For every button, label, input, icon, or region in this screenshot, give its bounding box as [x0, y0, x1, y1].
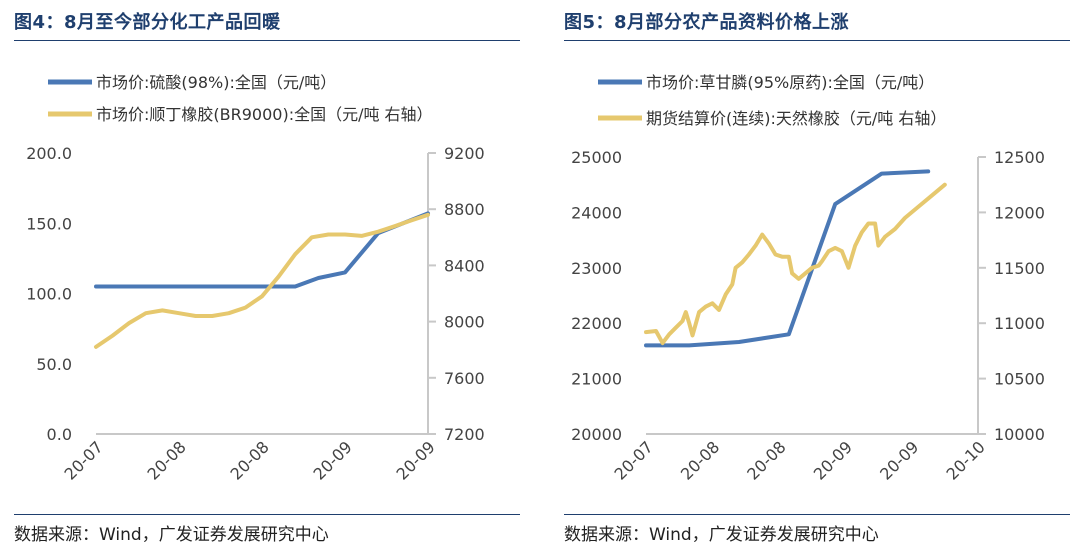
left-tick-label: 24000: [571, 203, 622, 222]
right-tick-label: 12500: [994, 148, 1045, 167]
series-line-0: [94, 211, 430, 289]
x-tick-group: 20-09: [310, 437, 356, 483]
right-tick-label: 8000: [444, 313, 485, 332]
left-tick-label: 23000: [571, 259, 622, 278]
x-tick-group: 20-08: [227, 437, 273, 483]
left-tick-label: 25000: [571, 148, 622, 167]
right-tick-label: 12000: [994, 203, 1045, 222]
legend-label-0: 市场价:硫酸(98%):全国（元/吨）: [96, 73, 336, 92]
series-line-1: [644, 182, 947, 346]
right-tick-label: 11000: [994, 314, 1045, 333]
source-rule-2: [564, 514, 1070, 515]
x-tick-group: 20-10: [943, 437, 989, 483]
x-tick-group: 20-08: [743, 437, 789, 483]
left-tick-label: 21000: [571, 370, 622, 389]
series-line-1: [94, 212, 430, 349]
x-tick-group: 20-09: [393, 437, 439, 483]
right-tick-label: 8800: [444, 200, 485, 219]
source-note-2: 数据来源：Wind，广发证券发展研究中心: [564, 525, 879, 545]
chart-panel-2: 图5：8月部分农产品资料价格上涨 市场价:草甘膦(95%原药):全国（元/吨） 期…: [550, 0, 1080, 557]
x-tick-group: 20-07: [611, 437, 657, 483]
source-note-1: 数据来源：Wind，广发证券发展研究中心: [14, 525, 329, 545]
x-tick-group: 20-09: [876, 437, 922, 483]
chart-panel-1: 图4：8月至今部分化工产品回暖 市场价:硫酸(98%):全国（元/吨） 市场价:顺…: [0, 0, 530, 557]
title-rule-1: [14, 40, 520, 41]
x-tick-label: 20-08: [144, 437, 190, 483]
chart-svg-1: 市场价:硫酸(98%):全国（元/吨） 市场价:顺丁橡胶(BR9000):全国（元…: [26, 73, 485, 484]
x-tick-group: 20-08: [144, 437, 190, 483]
chart-title-2: 图5：8月部分农产品资料价格上涨: [564, 12, 850, 33]
chart-svg-2: 市场价:草甘膦(95%原药):全国（元/吨） 期货结算价(连续):天然橡胶（元/吨…: [571, 73, 1045, 484]
x-tick-label: 20-07: [611, 437, 657, 483]
x-tick-label: 20-09: [310, 437, 356, 483]
left-tick-label: 20000: [571, 425, 622, 444]
series-line-0: [644, 169, 931, 348]
x-tick-label: 20-07: [61, 437, 107, 483]
legend-label-1: 期货结算价(连续):天然橡胶（元/吨 右轴）: [646, 109, 946, 128]
right-tick-label: 8400: [444, 256, 485, 275]
x-tick-label: 20-08: [743, 437, 789, 483]
right-tick-label: 10000: [994, 425, 1045, 444]
left-tick-label: 200.0: [26, 144, 72, 163]
right-tick-label: 7200: [444, 425, 485, 444]
left-tick-label: 50.0: [36, 355, 72, 374]
x-tick-label: 20-10: [943, 437, 989, 483]
x-tick-group: 20-07: [61, 437, 107, 483]
right-tick-label: 7600: [444, 369, 485, 388]
right-tick-label: 9200: [444, 144, 485, 163]
x-tick-label: 20-09: [876, 437, 922, 483]
left-tick-label: 150.0: [26, 214, 72, 233]
right-tick-label: 10500: [994, 370, 1045, 389]
title-rule-2: [564, 40, 1070, 41]
left-tick-label: 22000: [571, 314, 622, 333]
x-tick-group: 20-08: [677, 437, 723, 483]
right-tick-label: 11500: [994, 259, 1045, 278]
left-tick-label: 100.0: [26, 285, 72, 304]
x-tick-label: 20-09: [810, 437, 856, 483]
x-tick-label: 20-08: [227, 437, 273, 483]
legend-label-0: 市场价:草甘膦(95%原药):全国（元/吨）: [646, 73, 934, 92]
x-tick-label: 20-09: [393, 437, 439, 483]
legend-label-1: 市场价:顺丁橡胶(BR9000):全国（元/吨 右轴）: [96, 105, 433, 124]
x-tick-label: 20-08: [677, 437, 723, 483]
left-tick-label: 0.0: [47, 425, 72, 444]
x-tick-group: 20-09: [810, 437, 856, 483]
source-rule-1: [14, 514, 520, 515]
chart-title-1: 图4：8月至今部分化工产品回暖: [14, 12, 281, 33]
